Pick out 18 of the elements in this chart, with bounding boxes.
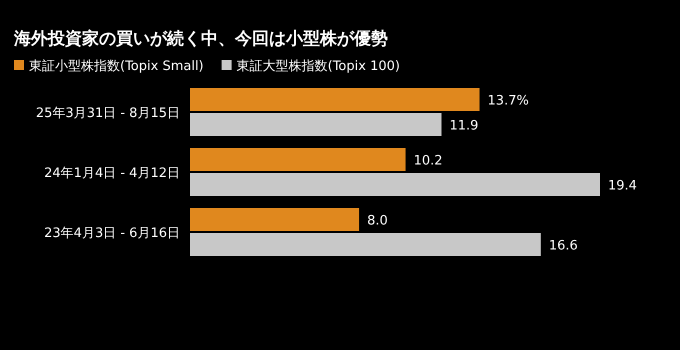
y-tick-label: 25年3月31日 - 8月15日 [36,106,180,121]
chart-title: 海外投資家の買いが続く中、今回は小型株が優勢 [13,29,388,49]
bar [190,233,541,256]
bar [190,148,406,171]
bar [190,173,600,196]
bar [190,208,360,231]
y-tick-label: 24年1月4日 - 4月12日 [44,166,180,181]
data-label: 16.6 [548,238,578,254]
y-tick-label: 23年4月3日 - 6月16日 [44,226,180,241]
bar [190,88,480,111]
data-label: 10.2 [414,154,443,168]
legend-item: 東証小型株指数(Topix Small) [14,59,204,74]
data-label: 13.7% [488,94,529,108]
data-label: 19.4 [608,178,637,194]
legend-item: 東証大型株指数(Topix 100) [222,59,400,74]
data-label: 11.9 [449,118,478,134]
bar [190,113,442,136]
data-label: 8.0 [367,214,388,228]
